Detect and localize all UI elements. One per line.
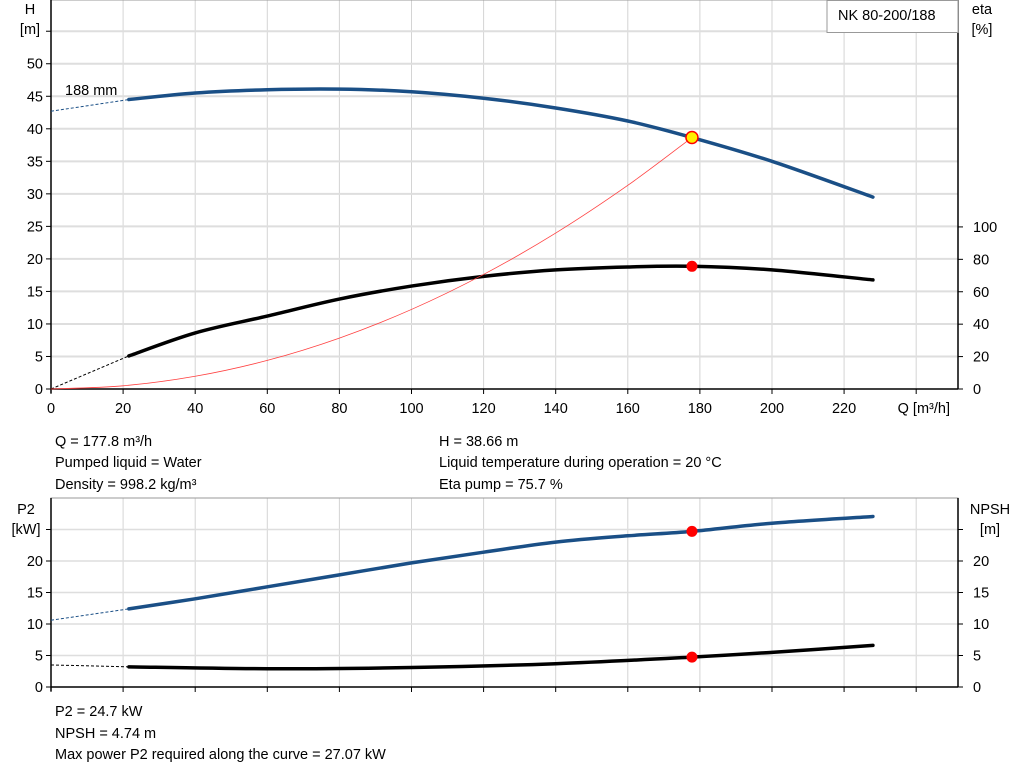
x-tick-label: 80	[331, 401, 347, 417]
efficiency-curve-extrapolated	[50, 355, 130, 390]
x-tick-label: 180	[688, 401, 712, 417]
y-left-tick-label: 10	[27, 317, 43, 333]
info-max-power: Max power P2 required along the curve = …	[55, 747, 386, 763]
y-right-tick-label: 100	[973, 220, 997, 236]
y-left-tick-label: 40	[27, 122, 43, 138]
y-right-tick-label: 60	[973, 285, 989, 301]
y-right-tick-label: 0	[973, 680, 981, 696]
x-tick-label: 200	[760, 401, 784, 417]
y-left-tick-label: 0	[35, 680, 43, 696]
info-npsh: NPSH = 4.74 m	[55, 726, 156, 742]
info-density: Density = 998.2 kg/m³	[55, 477, 197, 493]
x-tick-label: 0	[47, 401, 55, 417]
y-left-tick-label: 50	[27, 57, 43, 73]
system-curve	[50, 137, 693, 390]
x-tick-label: 20	[115, 401, 131, 417]
p2-duty-point	[686, 525, 698, 537]
y-right-tick-label: 15	[973, 586, 989, 602]
npsh-curve	[127, 643, 875, 671]
x-tick-label: 220	[832, 401, 856, 417]
legend-box	[826, 0, 959, 33]
x-tick-label: 40	[187, 401, 203, 417]
info-efficiency: Eta pump = 75.7 %	[439, 477, 563, 493]
info-liquid: Pumped liquid = Water	[55, 455, 202, 471]
impeller-diameter-label: 188 mm	[65, 83, 117, 99]
info-head: H = 38.66 m	[439, 434, 518, 450]
x-axis-title: Q [m³/h]	[898, 401, 950, 417]
npsh-duty-point	[686, 651, 698, 663]
y-right-tick-label: 5	[973, 649, 981, 665]
y-right-tick-label: 80	[973, 252, 989, 268]
info-flow: Q = 177.8 m³/h	[55, 434, 152, 450]
y-right-axis-title: [%]	[972, 22, 993, 38]
x-tick-label: 160	[616, 401, 640, 417]
duty-point-marker	[685, 130, 699, 145]
x-tick-label: 60	[259, 401, 275, 417]
info-temperature: Liquid temperature during operation = 20…	[439, 455, 722, 471]
y-right-axis-title: eta	[972, 2, 993, 18]
info-p2: P2 = 24.7 kW	[55, 704, 143, 720]
y-right-tick-label: 20	[973, 350, 989, 366]
efficiency-duty-point	[686, 260, 698, 272]
p2-curve	[127, 514, 875, 611]
x-tick-label: 120	[471, 401, 495, 417]
y-left-tick-label: 30	[27, 187, 43, 203]
y-left-tick-label: 20	[27, 252, 43, 268]
head-efficiency-chart: 0 5 10 15 20 25 30 35 40 45 50 0 20 40 60 80 100 H [m] eta […	[20, 0, 997, 417]
y-left-tick-label: 0	[35, 382, 43, 398]
y-left-tick-label: 25	[27, 219, 43, 235]
head-curve	[127, 87, 875, 199]
legend-title: NK 80-200/188	[838, 8, 936, 24]
y-right-axis-title: [m]	[980, 522, 1000, 538]
y-right-tick-label: 0	[973, 382, 981, 398]
y-left-tick-label: 5	[35, 649, 43, 665]
y-left-axis-title: [kW]	[12, 522, 41, 538]
y-left-axis-title: [m]	[20, 22, 40, 38]
x-tick-label: 140	[544, 401, 568, 417]
power-npsh-chart: 0 5 10 15 20 0 5 10 15 20 P2 [kW] NPSH [m]	[12, 497, 1010, 696]
y-left-tick-label: 35	[27, 154, 43, 170]
y-left-tick-label: 5	[35, 349, 43, 365]
x-tick-label: 100	[399, 401, 423, 417]
y-right-tick-label: 20	[973, 554, 989, 570]
y-left-tick-label: 10	[27, 617, 43, 633]
y-left-tick-label: 15	[27, 586, 43, 602]
p2-curve-extrapolated	[50, 608, 129, 621]
efficiency-curve	[127, 264, 875, 358]
npsh-curve-extrapolated	[50, 664, 129, 668]
y-left-tick-label: 45	[27, 89, 43, 105]
y-right-tick-label: 10	[973, 617, 989, 633]
y-right-tick-label: 40	[973, 317, 989, 333]
y-right-axis-title: NPSH	[970, 502, 1010, 518]
y-left-tick-label: 15	[27, 284, 43, 300]
y-left-axis-title: H	[25, 2, 35, 18]
head-curve-extrapolated	[50, 99, 129, 112]
y-left-axis-title: P2	[17, 502, 35, 518]
y-left-tick-label: 20	[27, 554, 43, 570]
